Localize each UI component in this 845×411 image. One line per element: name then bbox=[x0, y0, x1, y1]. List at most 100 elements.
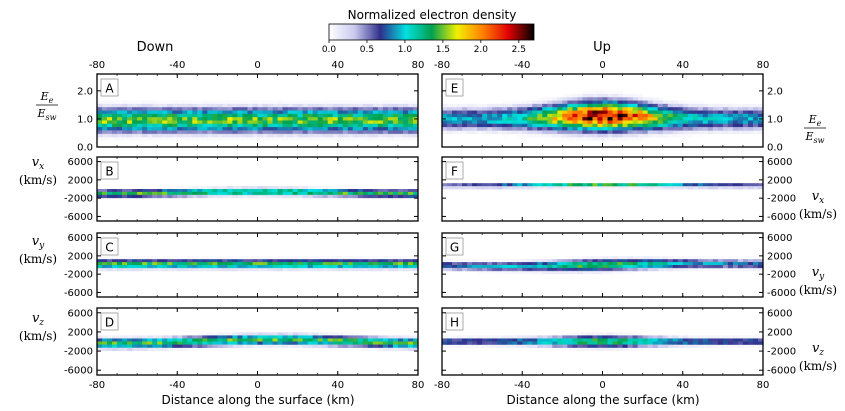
y-tick-label-right: 2000 bbox=[767, 251, 792, 262]
heatmap-cell bbox=[167, 259, 173, 263]
heatmap-cell bbox=[187, 344, 193, 348]
heatmap-cell bbox=[622, 137, 628, 141]
heatmap-cell bbox=[112, 335, 118, 339]
heatmap-cell bbox=[332, 103, 339, 108]
heatmap-cell bbox=[612, 117, 618, 121]
heatmap-cell bbox=[227, 186, 233, 190]
heatmap-cell bbox=[232, 110, 238, 115]
heatmap-cell bbox=[677, 130, 684, 135]
heatmap-cell bbox=[727, 120, 734, 125]
heatmap-cell bbox=[282, 256, 288, 260]
heatmap-cell bbox=[202, 332, 208, 336]
heatmap-cell bbox=[507, 335, 513, 339]
heatmap-cell bbox=[692, 120, 699, 125]
heatmap-cell bbox=[312, 189, 319, 193]
heatmap-cell bbox=[672, 265, 679, 269]
y-tick-label-left: 2000 bbox=[68, 327, 93, 338]
heatmap-cell bbox=[392, 113, 399, 118]
heatmap-cell bbox=[467, 338, 473, 342]
heatmap-cell bbox=[527, 265, 533, 269]
panel-label-box bbox=[100, 312, 119, 331]
heatmap-cell bbox=[637, 133, 644, 138]
heatmap-cell bbox=[522, 270, 528, 275]
heatmap-cell bbox=[372, 267, 379, 272]
heatmap-cell bbox=[617, 186, 623, 190]
heatmap-cell bbox=[347, 194, 354, 199]
heatmap-cell bbox=[162, 113, 168, 118]
x-tick-label-top: -80 bbox=[434, 60, 450, 71]
heatmap-cell bbox=[222, 186, 228, 190]
heatmap-cell bbox=[162, 110, 168, 115]
heatmap-cell bbox=[512, 265, 518, 269]
heatmap-cell bbox=[612, 127, 618, 131]
heatmap-cell bbox=[312, 267, 319, 272]
heatmap-cell bbox=[517, 110, 523, 115]
heatmap-cell bbox=[462, 103, 468, 108]
heatmap-cell bbox=[502, 117, 508, 121]
heatmap-cell bbox=[222, 117, 228, 121]
heatmap-cell bbox=[552, 97, 558, 101]
heatmap-cell bbox=[177, 262, 183, 266]
heatmap-cell bbox=[252, 133, 258, 138]
heatmap-cell bbox=[302, 107, 309, 111]
heatmap-cell bbox=[292, 256, 299, 260]
heatmap-cell bbox=[387, 120, 394, 125]
heatmap-cell bbox=[477, 335, 483, 339]
heatmap-cell bbox=[587, 107, 593, 111]
ylabel-energy-left: Ee Esw bbox=[36, 90, 58, 122]
heatmap-cell bbox=[632, 338, 639, 342]
heatmap-cell bbox=[172, 100, 178, 105]
heatmap-cell bbox=[492, 335, 498, 339]
heatmap-cell bbox=[702, 335, 709, 339]
heatmap-cell bbox=[637, 123, 644, 128]
heatmap-cell bbox=[577, 186, 583, 190]
heatmap-cell bbox=[412, 110, 419, 115]
heatmap-cell bbox=[717, 183, 724, 187]
panel-label-g: G bbox=[445, 237, 464, 256]
heatmap-cell bbox=[637, 335, 644, 339]
heatmap-cell bbox=[542, 262, 548, 266]
heatmap-cell bbox=[252, 137, 258, 141]
heatmap-cell bbox=[257, 133, 263, 138]
heatmap-cell bbox=[127, 259, 133, 263]
heatmap-cell bbox=[287, 262, 294, 266]
heatmap-cell bbox=[167, 189, 173, 193]
heatmap-cell bbox=[402, 107, 409, 111]
heatmap-cell bbox=[727, 186, 734, 190]
heatmap-cell bbox=[717, 338, 724, 342]
heatmap-cell bbox=[597, 117, 603, 121]
heatmap-cell bbox=[652, 113, 659, 118]
heatmap-cell bbox=[467, 335, 473, 339]
heatmap-cell bbox=[277, 256, 283, 260]
heatmap-cell bbox=[572, 120, 578, 125]
heatmap-cell bbox=[347, 120, 354, 125]
heatmap-cell bbox=[282, 265, 288, 269]
heatmap-cell bbox=[132, 127, 138, 131]
heatmap-cell bbox=[582, 107, 588, 111]
heatmap-cell bbox=[162, 130, 168, 135]
heatmap-cell bbox=[367, 256, 374, 260]
heatmap-cell bbox=[672, 259, 679, 263]
heatmap-cell bbox=[342, 335, 349, 339]
heatmap-cell bbox=[627, 107, 633, 111]
heatmap-cell bbox=[457, 120, 463, 125]
heatmap-cell bbox=[182, 130, 188, 135]
heatmap-cell bbox=[722, 123, 729, 128]
heatmap-cell bbox=[597, 107, 603, 111]
heatmap-cell bbox=[347, 338, 354, 342]
heatmap-cell bbox=[127, 103, 133, 108]
heatmap-cell bbox=[667, 262, 674, 266]
heatmap-cell bbox=[172, 344, 178, 348]
heatmap-cell bbox=[342, 113, 349, 118]
heatmap-cell bbox=[577, 332, 583, 336]
heatmap-cell bbox=[262, 338, 268, 342]
heatmap-cell bbox=[207, 338, 213, 342]
heatmap-cell bbox=[367, 113, 374, 118]
heatmap-cell bbox=[602, 183, 608, 187]
y-tick-label-left: 0.0 bbox=[77, 143, 93, 154]
heatmap-cell bbox=[572, 256, 578, 260]
heatmap-cell bbox=[442, 130, 448, 135]
heatmap-cell bbox=[182, 191, 188, 196]
heatmap-cell bbox=[727, 117, 734, 121]
heatmap-cell bbox=[192, 191, 198, 196]
